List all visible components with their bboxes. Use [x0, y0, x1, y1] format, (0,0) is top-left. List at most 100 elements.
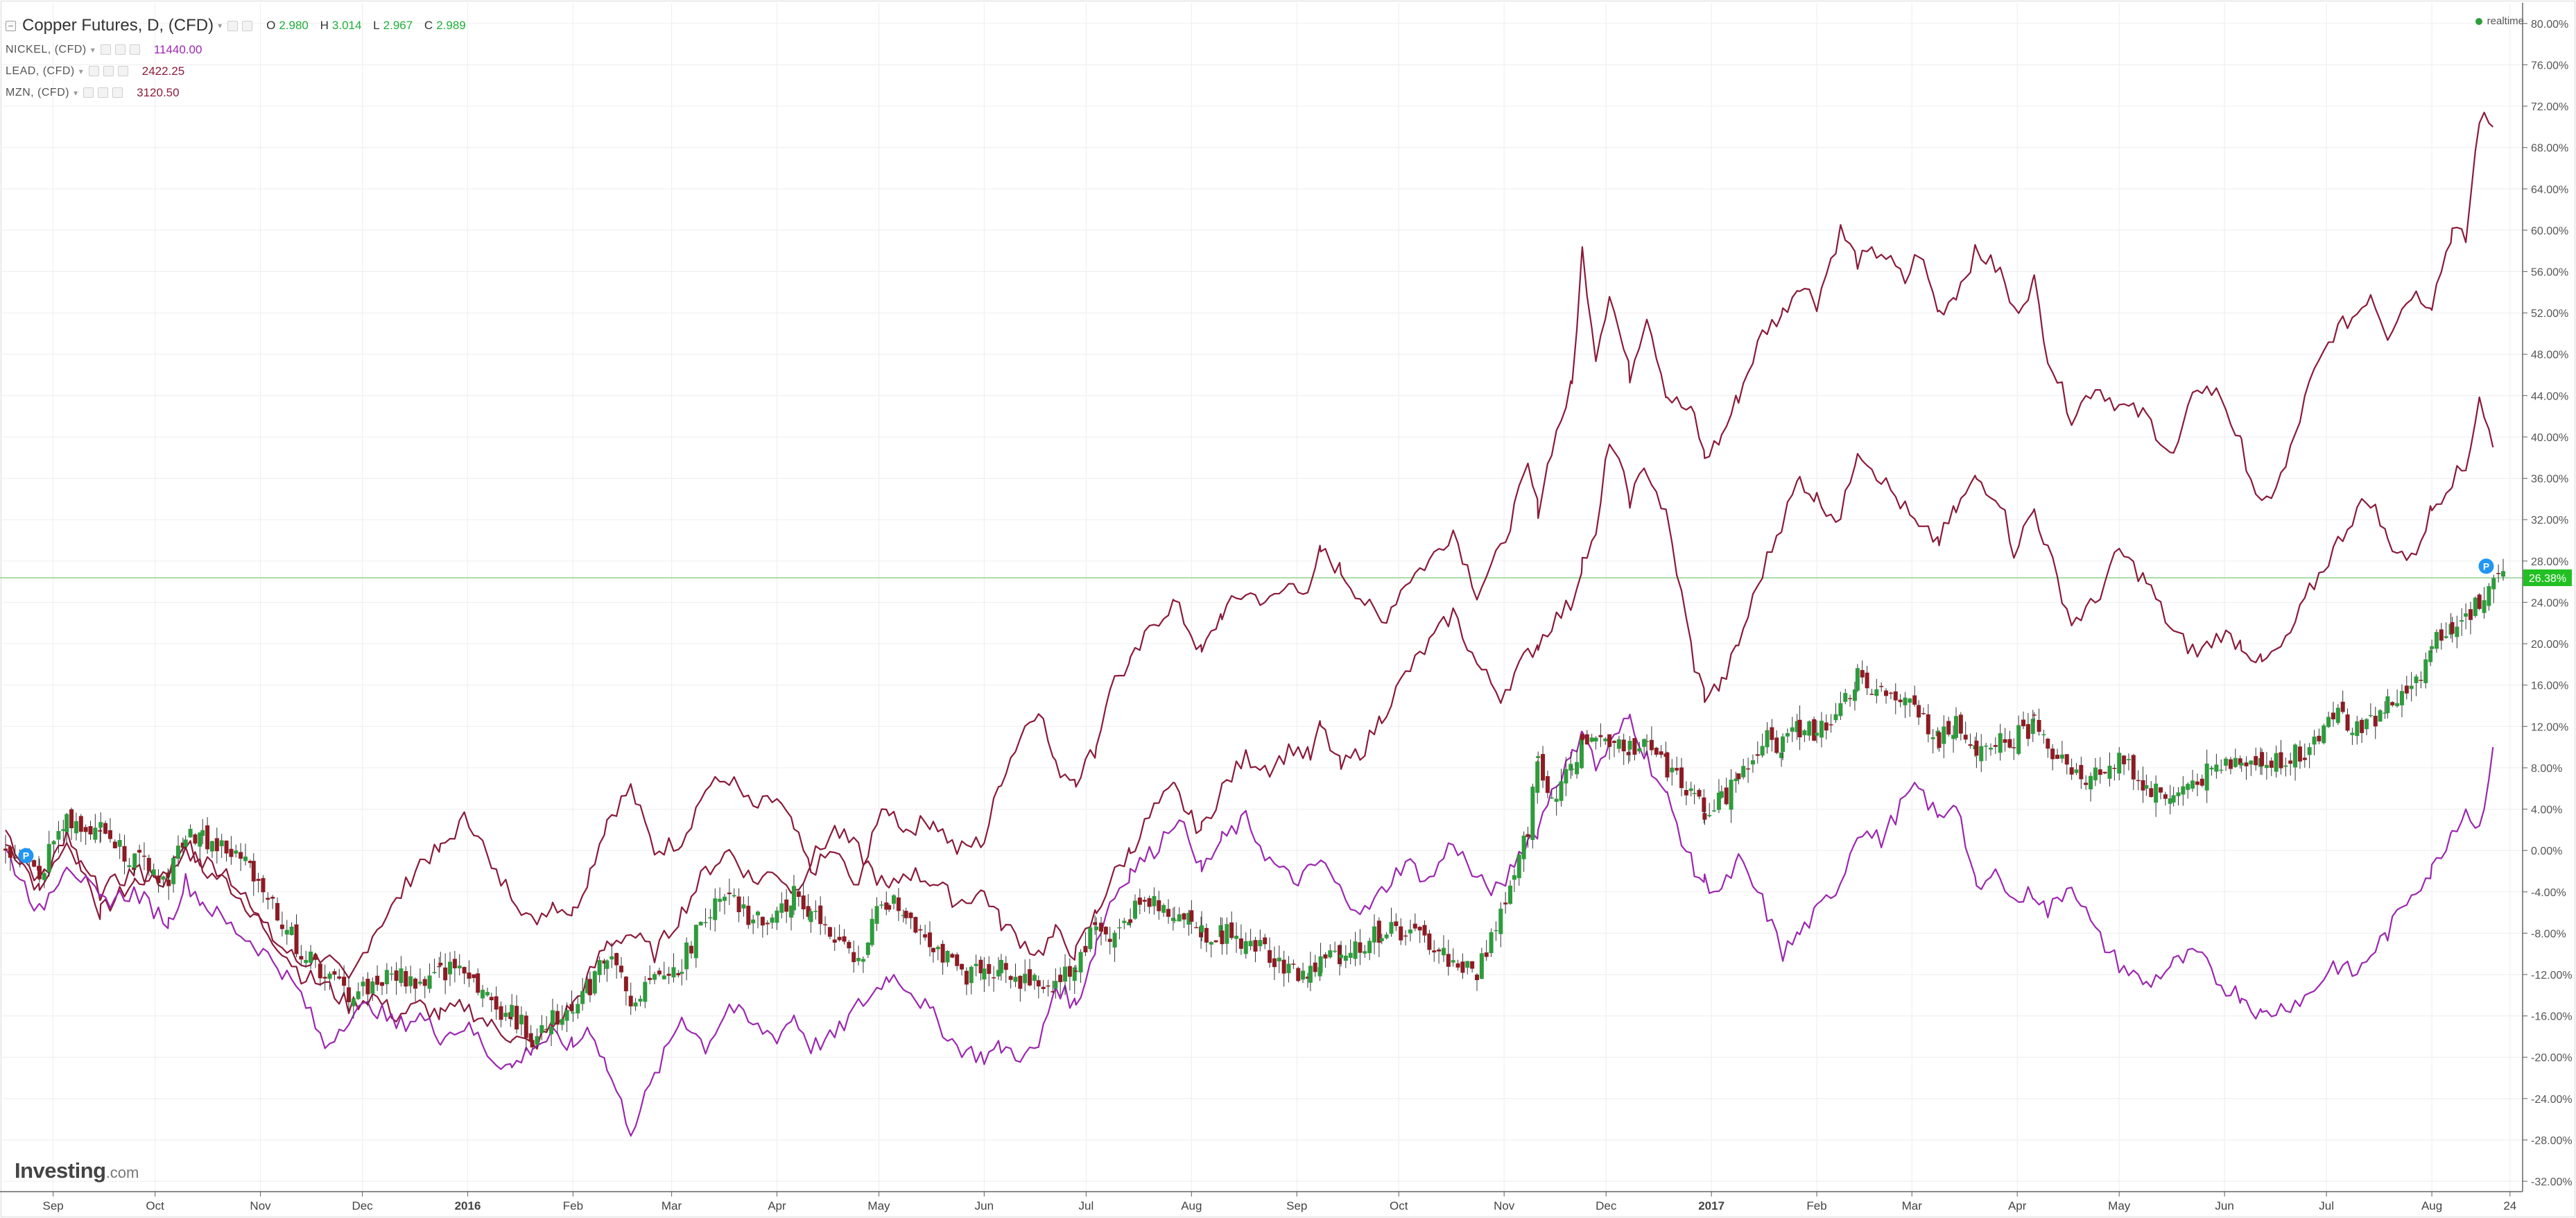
candle-body — [1333, 950, 1338, 952]
x-tick-label: Jun — [975, 1199, 994, 1212]
candle-body — [299, 956, 304, 960]
chart-legend: Copper Futures, D, (CFD) ▾ O 2.980 H 3.014… — [6, 12, 474, 103]
candle-body — [923, 934, 928, 938]
candle-body — [1013, 977, 1018, 982]
candle-body — [2186, 784, 2190, 790]
overlay-symbol-label[interactable]: MZN, (CFD) — [6, 86, 70, 98]
candle-body — [1659, 751, 1663, 755]
eye-icon[interactable] — [83, 87, 94, 98]
overlay-symbol-label[interactable]: LEAD, (CFD) — [6, 65, 75, 77]
candle-body — [693, 925, 698, 959]
candle-body — [741, 904, 746, 909]
overlay-value: 2422.25 — [141, 64, 185, 78]
candle-body — [1384, 934, 1389, 938]
candle-body — [1525, 834, 1530, 837]
eye-icon[interactable] — [100, 44, 111, 55]
x-tick-label: Feb — [1806, 1199, 1826, 1212]
close-icon[interactable] — [129, 44, 140, 55]
open-label: O — [266, 19, 276, 32]
candle-body — [1328, 950, 1333, 958]
candle-body — [370, 981, 375, 994]
settings-icon[interactable] — [98, 87, 109, 98]
candle-body — [718, 898, 723, 902]
y-tick-label: -24.00% — [2531, 1094, 2573, 1106]
candle-body — [969, 966, 974, 984]
candle-body — [2409, 685, 2414, 689]
candle-body — [1692, 793, 1697, 794]
candle-body — [1637, 748, 1642, 752]
candle-body — [1170, 918, 1175, 921]
event-marker-icon[interactable] — [18, 848, 34, 864]
candle-body — [1353, 941, 1358, 959]
legend-collapse-icon[interactable] — [6, 20, 16, 31]
candle-body — [279, 925, 284, 929]
candle-body — [2434, 632, 2439, 649]
y-tick-label: 60.00% — [2531, 225, 2568, 237]
candle-body — [2419, 680, 2423, 681]
candle-body — [1865, 672, 1869, 689]
low-label: L — [373, 19, 380, 32]
candle-body — [1930, 737, 1935, 739]
candle-body — [1621, 739, 1626, 752]
candle-body — [1942, 726, 1946, 744]
candle-body — [2233, 757, 2238, 767]
candle-body — [1874, 689, 1879, 696]
settings-icon[interactable] — [103, 66, 114, 76]
candle-body — [813, 911, 818, 912]
candle-body — [1498, 909, 1503, 934]
candle-body — [1688, 788, 1693, 791]
candle-body — [865, 942, 870, 955]
candle-body — [779, 903, 784, 913]
chevron-down-icon[interactable]: ▾ — [74, 87, 78, 98]
candle-body — [784, 899, 789, 912]
close-icon[interactable] — [112, 87, 123, 98]
candle-body — [1545, 775, 1550, 794]
candle-body — [83, 827, 88, 832]
candle-body — [524, 1015, 528, 1038]
candle-body — [248, 861, 252, 864]
candle-body — [1408, 929, 1412, 934]
settings-icon[interactable] — [227, 20, 239, 31]
candle-body — [88, 826, 93, 835]
candle-body — [2204, 763, 2209, 791]
eye-icon[interactable] — [88, 66, 99, 76]
candle-body — [2084, 782, 2089, 785]
candle-body — [69, 809, 74, 829]
x-tick-label: Oct — [1390, 1199, 1408, 1212]
candle-body — [964, 970, 969, 985]
candle-body — [2428, 650, 2433, 662]
candle-body — [2264, 764, 2269, 769]
candle-body — [2317, 735, 2322, 741]
x-tick-label: Jul — [1079, 1199, 1094, 1212]
open-value: 2.980 — [279, 19, 309, 32]
candle-body — [1535, 761, 1540, 793]
candle-body — [389, 973, 394, 975]
candle-body — [1503, 902, 1508, 904]
main-symbol-label[interactable]: Copper Futures, D, (CFD) — [22, 16, 214, 35]
close-icon[interactable] — [242, 20, 253, 31]
candle-body — [628, 995, 633, 1006]
candle-body — [996, 970, 1001, 977]
candle-body — [2473, 597, 2478, 617]
x-tick-label: Feb — [563, 1199, 583, 1212]
x-tick-label: Jul — [2319, 1199, 2334, 1212]
candle-body — [1479, 953, 1484, 979]
settings-icon[interactable] — [114, 44, 126, 55]
candle-body — [605, 960, 610, 969]
candle-body — [1998, 733, 2003, 753]
close-icon[interactable] — [117, 66, 128, 76]
candle-body — [137, 850, 142, 853]
candle-body — [74, 821, 78, 834]
chevron-down-icon[interactable]: ▾ — [90, 44, 95, 55]
event-marker-icon[interactable] — [2478, 558, 2494, 574]
candle-body — [722, 896, 727, 901]
candle-body — [904, 911, 908, 918]
candle-body — [1063, 966, 1068, 982]
candle-body — [1824, 722, 1829, 731]
candle-body — [1838, 703, 1843, 717]
chevron-down-icon[interactable]: ▾ — [78, 66, 83, 76]
overlay-symbol-label[interactable]: NICKEL, (CFD) — [6, 43, 87, 55]
candle-body — [746, 905, 751, 925]
chevron-down-icon[interactable]: ▾ — [218, 21, 223, 31]
